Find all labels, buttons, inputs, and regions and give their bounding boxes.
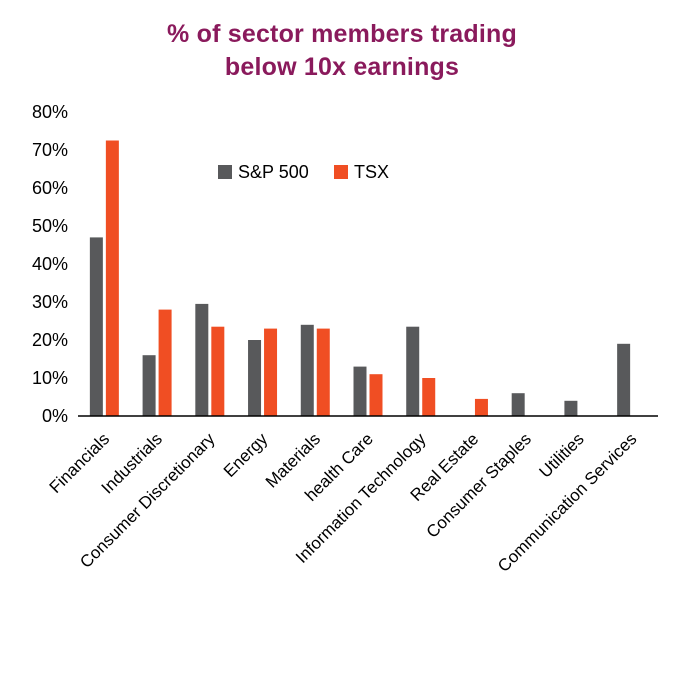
bar-tsx-consumer-discretionary bbox=[211, 326, 225, 416]
legend-swatch bbox=[218, 165, 232, 179]
x-axis-label: Energy bbox=[220, 429, 272, 481]
y-axis-tick-label: 80% bbox=[32, 102, 68, 122]
bar-sp500-industrials bbox=[142, 355, 156, 416]
bar-sp500-consumer-discretionary bbox=[195, 303, 209, 416]
bar-tsx-energy bbox=[264, 328, 278, 416]
y-axis-tick-label: 20% bbox=[32, 330, 68, 350]
bar-tsx-real-estate bbox=[474, 398, 488, 416]
chart-title-line-1: % of sector members trading bbox=[167, 20, 517, 48]
y-axis-tick-label: 30% bbox=[32, 292, 68, 312]
legend-item-label: TSX bbox=[354, 162, 389, 182]
y-axis-tick-label: 10% bbox=[32, 368, 68, 388]
bar-sp500-health-care bbox=[353, 366, 367, 416]
bar-sp500-utilities bbox=[564, 400, 578, 416]
bar-tsx-information-technology bbox=[422, 378, 436, 416]
chart-title-line-2: below 10x earnings bbox=[224, 53, 460, 81]
bar-tsx-health-care bbox=[369, 374, 383, 416]
y-axis-tick-label: 0% bbox=[42, 406, 68, 426]
bar-tsx-industrials bbox=[158, 309, 172, 416]
bar-sp500-energy bbox=[248, 340, 262, 416]
bar-chart-plot: 0%10%20%30%40%50%60%70%80%FinancialsIndu… bbox=[32, 102, 658, 576]
bar-sp500-communication-services bbox=[617, 343, 631, 416]
bar-sp500-financials bbox=[89, 237, 103, 416]
y-axis-tick-label: 60% bbox=[32, 178, 68, 198]
bar-tsx-materials bbox=[316, 328, 330, 416]
chart-title: % of sector members trading below 10x ea… bbox=[0, 0, 684, 84]
y-axis-tick-label: 40% bbox=[32, 254, 68, 274]
legend-item-label: S&P 500 bbox=[238, 162, 309, 182]
y-axis-tick-label: 70% bbox=[32, 140, 68, 160]
y-axis-tick-label: 50% bbox=[32, 216, 68, 236]
bar-sp500-information-technology bbox=[406, 326, 420, 416]
bar-tsx-financials bbox=[105, 140, 119, 416]
bar-sp500-materials bbox=[300, 324, 314, 416]
legend-swatch bbox=[334, 165, 348, 179]
x-axis-label: Utilities bbox=[536, 429, 588, 481]
bar-sp500-consumer-staples bbox=[511, 393, 525, 416]
